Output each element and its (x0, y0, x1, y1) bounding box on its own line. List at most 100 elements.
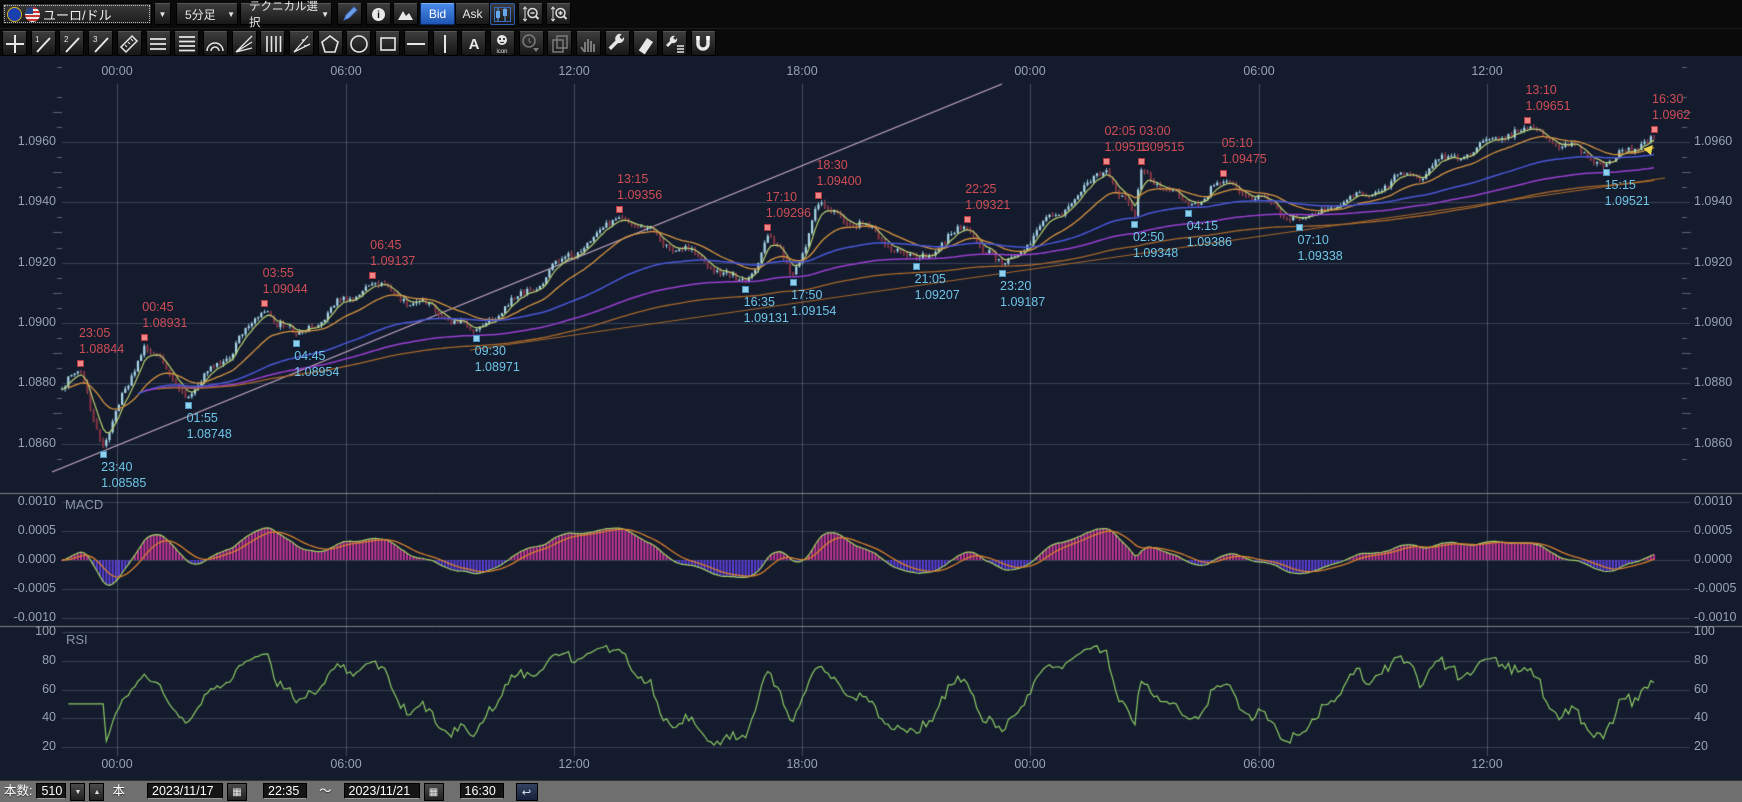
time-axis-label: 00:00 (101, 64, 133, 78)
candle-chart-button[interactable] (490, 3, 515, 25)
status-bar: 本数: 510 ▼ ▲ 本 2023/11/17 ▦ 22:35 ～ 2023/… (0, 780, 1742, 802)
crosshair-tool-button[interactable] (2, 31, 27, 56)
price-axis-label: 1.0860 (1694, 435, 1733, 450)
swing-price-label: 1.09321 (965, 198, 1011, 213)
swing-annotation: 23:40 1.08585 (101, 459, 146, 491)
time-shift-tool-button[interactable] (518, 31, 544, 56)
axis-zoom-out-button[interactable] (518, 3, 543, 25)
drag-hand-tool-button[interactable] (576, 31, 601, 56)
date-from-field[interactable]: 2023/11/17 (147, 783, 223, 799)
ask-button[interactable]: Ask (455, 3, 490, 25)
macd-axis-label: 0.0000 (1694, 552, 1733, 566)
swing-time-label: 16:30 (1652, 91, 1684, 106)
horizontal-lines-tool-button[interactable] (145, 31, 171, 56)
swing-time-label: 07:10 (1297, 232, 1329, 247)
swing-price-label: 1.09386 (1186, 234, 1232, 249)
properties-wrench-tool-button[interactable] (662, 31, 688, 56)
price-axis-label: 1.0960 (17, 134, 56, 148)
info-icon: i (372, 7, 385, 21)
magnet-tool-button[interactable] (690, 31, 716, 56)
magnet-icon (696, 35, 710, 51)
swing-time-label: 05:10 (1221, 135, 1253, 150)
vertical-lines-tool-button[interactable] (260, 31, 286, 56)
apply-range-button[interactable]: ↩ (515, 783, 538, 801)
swing-annotation: 02:50 1.09348 (1133, 229, 1178, 261)
svg-text:1: 1 (35, 35, 40, 44)
time-axis-label: 06:00 (1243, 64, 1275, 78)
chevron-down-icon: ▼ (227, 9, 235, 19)
vertical-line-tool-button[interactable] (432, 31, 458, 56)
swing-price-label: 1.09515 (1139, 139, 1185, 154)
timeframe-select[interactable]: 5分足 ▼ (176, 3, 238, 25)
horizontal-line-tool-button[interactable] (403, 31, 429, 56)
swing-annotation: 18:30 1.09400 (816, 157, 861, 189)
parallel-lines-icon (178, 35, 195, 51)
eraser-tool-button[interactable] (633, 31, 659, 56)
swing-time-label: 01:55 (186, 410, 218, 425)
bid-button[interactable]: Bid (420, 3, 455, 25)
swing-annotation: 03:55 1.09044 (263, 265, 308, 297)
price-axis-label: 1.0880 (1694, 375, 1733, 390)
date-to-field[interactable]: 2023/11/21 (343, 783, 420, 799)
time-axis-label: 00:00 (1014, 757, 1046, 771)
fibonacci-fan-tool-button[interactable] (231, 31, 257, 56)
icon-stamp-tool-button[interactable]: icon (489, 31, 515, 56)
ellipse-tool-button[interactable] (346, 31, 372, 56)
technical-label: テクニカル選択 (249, 1, 318, 29)
time-axis-label: 12:00 (558, 757, 590, 771)
time-from-field[interactable]: 22:35 (263, 783, 307, 799)
bar-count-field[interactable]: 510 (36, 783, 67, 799)
settings-wrench-tool-button[interactable] (604, 31, 630, 56)
time-axis-label: 18:00 (786, 64, 818, 78)
pentagon-tool-button[interactable] (317, 31, 343, 56)
swing-time-label: 16:35 (743, 295, 775, 310)
swing-annotation: 09:30 1.08971 (475, 343, 520, 375)
swing-price-label: 1.08971 (474, 359, 520, 374)
rsi-axis-label: 100 (35, 624, 56, 638)
technical-select[interactable]: テクニカル選択 ▼ (240, 1, 332, 29)
swing-high-marker (814, 192, 822, 200)
area-chart-button[interactable] (393, 3, 418, 25)
trendline-1-tool-button[interactable]: 1 (30, 31, 56, 56)
price-axis-label: 1.0940 (17, 194, 56, 209)
copy-tool-button[interactable] (547, 31, 573, 56)
bar-count-decrement-button[interactable]: ▼ (70, 783, 86, 801)
price-axis-label: 1.0900 (1694, 314, 1733, 329)
rsi-panel-label: RSI (66, 632, 88, 647)
time-to-field[interactable]: 16:30 (459, 783, 504, 799)
info-button[interactable]: i (366, 3, 391, 25)
trendline-3-tool-button[interactable]: 3 (88, 31, 114, 56)
swing-low-marker (789, 279, 797, 287)
swing-high-marker (140, 333, 148, 341)
currency-pair-dropdown-button[interactable]: ▼ (154, 3, 171, 25)
axis-zoom-in-button[interactable] (546, 3, 571, 25)
text-tool-button[interactable]: A (461, 31, 487, 56)
eu-flag-icon (7, 6, 22, 22)
swing-price-label: 1.08931 (142, 315, 188, 330)
swing-time-label: 03:00 (1139, 123, 1171, 138)
calendar-icon[interactable]: ▦ (227, 783, 247, 801)
parallel-lines-tool-button[interactable] (174, 31, 200, 56)
chart-canvas[interactable] (0, 56, 1742, 780)
bar-count-increment-button[interactable]: ▲ (89, 783, 105, 801)
trendline-2-tool-button[interactable]: 2 (59, 31, 85, 56)
swing-high-marker (1137, 157, 1145, 165)
swing-price-label: 1.09651 (1525, 98, 1571, 113)
candlestick-icon (494, 6, 511, 22)
swing-time-label: 13:10 (1525, 82, 1557, 97)
swing-annotation: 03:00 1.09515 (1139, 123, 1184, 155)
currency-pair-selector[interactable]: ユーロ/ドル (2, 3, 152, 25)
calendar-icon[interactable]: ▦ (423, 783, 444, 801)
gann-fan-tool-button[interactable] (289, 31, 314, 56)
swing-low-marker (473, 334, 481, 342)
chevron-down-icon: ▼ (321, 9, 329, 19)
ruler-tool-button[interactable] (116, 31, 142, 56)
rectangle-tool-button[interactable] (375, 31, 401, 56)
draw-pencil-button[interactable] (337, 3, 362, 25)
currency-pair-label: ユーロ/ドル (43, 7, 112, 23)
fibonacci-arc-tool-button[interactable] (202, 31, 228, 56)
swing-annotation: 01:55 1.08748 (187, 410, 232, 442)
swing-low-marker (99, 451, 107, 459)
swing-time-label: 04:15 (1186, 218, 1219, 233)
swing-price-label: 1.09137 (370, 253, 416, 268)
